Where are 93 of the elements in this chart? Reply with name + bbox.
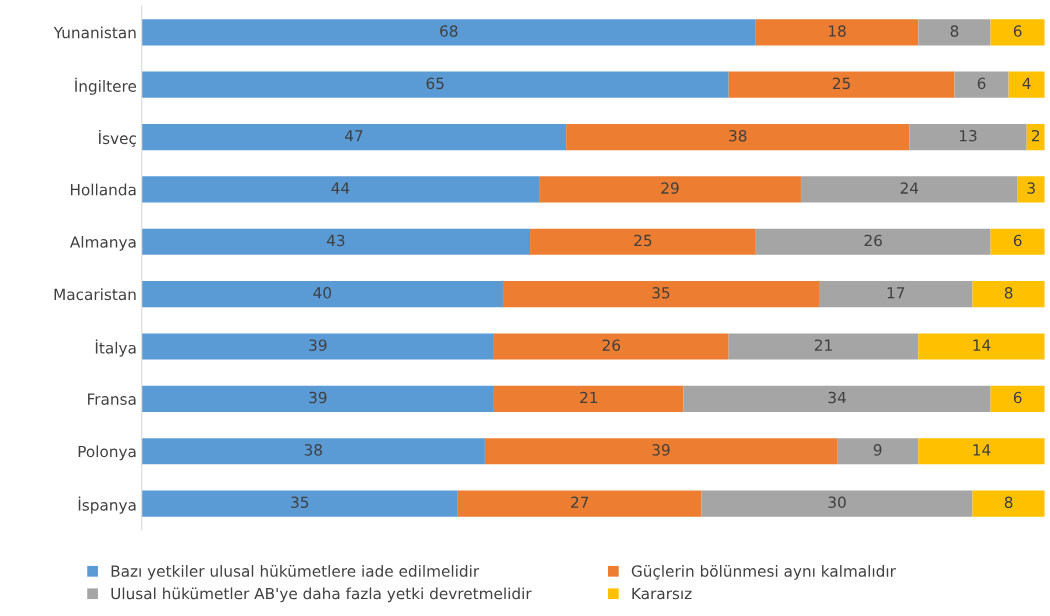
data-label: 44 xyxy=(331,182,350,194)
bar xyxy=(918,19,991,46)
data-label: 21 xyxy=(580,391,598,404)
bar xyxy=(539,176,801,203)
bar xyxy=(918,333,1045,360)
bar xyxy=(990,385,1045,412)
data-label: 47 xyxy=(344,130,363,142)
data-label: 39 xyxy=(309,391,327,404)
bar xyxy=(800,176,1018,203)
bar xyxy=(1008,71,1045,98)
data-label: 27 xyxy=(571,496,589,508)
data-label: 35 xyxy=(652,287,670,299)
legend-label: Kararsız xyxy=(632,587,692,600)
data-label: 26 xyxy=(864,234,882,247)
bar xyxy=(918,438,1045,465)
y-tick-label: Polonya xyxy=(78,445,136,461)
data-label: 14 xyxy=(973,339,991,351)
data-label: 6 xyxy=(1013,234,1022,247)
data-label: 8 xyxy=(1004,496,1013,509)
bar xyxy=(990,19,1045,46)
data-label: 8 xyxy=(1004,287,1013,299)
bar xyxy=(141,385,494,412)
data-label: 13 xyxy=(959,129,977,142)
data-label: 40 xyxy=(313,287,332,299)
data-label: 9 xyxy=(873,444,882,456)
bar xyxy=(909,123,1027,151)
bar xyxy=(493,385,684,412)
data-label: 21 xyxy=(814,339,832,351)
bar xyxy=(728,333,919,360)
bar xyxy=(990,228,1045,255)
bar xyxy=(141,228,531,255)
y-tick-label: İsveç xyxy=(99,129,136,147)
bar xyxy=(141,438,485,465)
data-label: 14 xyxy=(973,444,991,456)
bar xyxy=(954,71,1009,98)
data-label: 2 xyxy=(1031,129,1040,142)
data-label: 3 xyxy=(1027,182,1035,194)
bar xyxy=(1017,176,1045,203)
data-label: 43 xyxy=(326,234,345,247)
data-label: 29 xyxy=(661,182,679,194)
bar xyxy=(728,71,955,98)
data-label: 26 xyxy=(602,339,621,351)
data-label: 34 xyxy=(828,391,846,404)
data-label: 68 xyxy=(440,25,458,37)
data-label: 25 xyxy=(832,77,850,90)
bar xyxy=(972,281,1045,308)
data-label: 17 xyxy=(887,287,905,299)
data-label: 6 xyxy=(1013,391,1022,404)
bar xyxy=(502,281,819,308)
legend-label: Bazı yetkiler ulusal hükümetlere iade edilmelidir xyxy=(111,565,480,580)
bar xyxy=(141,490,458,517)
bar xyxy=(755,228,991,255)
bar xyxy=(457,490,702,517)
data-label: 24 xyxy=(900,182,919,194)
bar xyxy=(141,281,503,308)
data-label: 39 xyxy=(309,339,327,351)
bar xyxy=(972,490,1045,517)
bar xyxy=(683,385,991,412)
data-label: 65 xyxy=(426,77,444,90)
y-tick-label: İngiltere xyxy=(75,77,137,95)
bar xyxy=(141,19,756,46)
y-tick-label: İspanya xyxy=(78,496,136,514)
bar xyxy=(530,228,756,255)
legend-label: Ulusal hükümetler AB'ye daha fazla yetki devretmelidir xyxy=(111,587,532,603)
bar xyxy=(141,123,567,151)
y-tick-label: Fransa xyxy=(88,393,136,405)
data-label: 39 xyxy=(652,444,670,456)
data-label: 6 xyxy=(1013,25,1022,37)
data-label: 8 xyxy=(950,25,959,37)
y-tick-label: Almanya xyxy=(69,235,136,251)
data-label: 4 xyxy=(1022,77,1031,89)
data-label: 38 xyxy=(304,444,322,456)
data-label: 18 xyxy=(829,25,846,37)
bar xyxy=(755,19,919,46)
data-label: 35 xyxy=(291,496,309,509)
bar xyxy=(566,123,910,151)
bar xyxy=(141,176,540,203)
bar xyxy=(837,438,919,465)
legend-label: Güçlerin bölünmesi aynı kalmalıdır xyxy=(631,565,896,580)
data-label: 38 xyxy=(729,129,747,142)
bar xyxy=(493,333,729,360)
bar xyxy=(819,281,973,308)
data-label: 25 xyxy=(634,234,652,247)
bar xyxy=(141,71,729,98)
data-label: 30 xyxy=(828,496,846,509)
y-tick-label: Hollanda xyxy=(70,183,136,196)
bar xyxy=(141,333,494,360)
bar xyxy=(701,490,973,517)
data-label: 6 xyxy=(977,77,986,90)
y-tick-label: Yunanistan xyxy=(53,26,136,39)
y-tick-label: Macaristan xyxy=(54,288,136,301)
bar xyxy=(484,438,838,465)
y-tick-label: İtalya xyxy=(95,339,136,357)
